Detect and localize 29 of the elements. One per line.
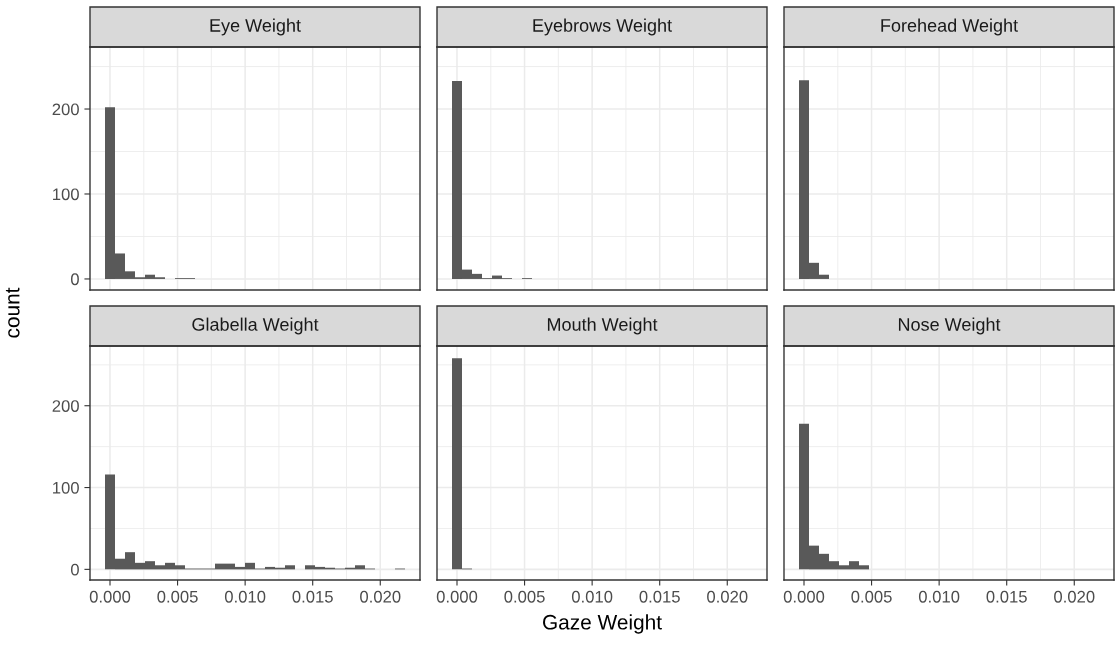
- x-tick-label: 0.010: [571, 590, 613, 603]
- x-tick-label: 0.015: [986, 590, 1027, 603]
- chart-title: Glabella Weight: [192, 317, 319, 335]
- chart-title: Mouth Weight: [547, 317, 658, 335]
- x-tick-label: 0.000: [436, 590, 478, 603]
- x-tick-label: 0.020: [1054, 590, 1095, 603]
- y-tick-label: 100: [53, 481, 79, 494]
- x-tick-label: 0.000: [89, 590, 131, 603]
- chart-title: Eyebrows Weight: [533, 18, 672, 36]
- chart-title: Forehead Weight: [881, 18, 1018, 36]
- x-tick-label: 0.010: [918, 590, 960, 603]
- chart-title: Eye Weight: [210, 18, 301, 36]
- y-tick-label: 200: [52, 400, 79, 412]
- x-tick-label: 0.010: [224, 590, 266, 603]
- x-tick-label: 0.015: [639, 590, 680, 603]
- y-tick-label: 100: [53, 188, 79, 201]
- x-tick-label: 0.020: [360, 590, 401, 603]
- x-axis-title: Gaze Weight: [543, 614, 662, 634]
- y-axis-title: count: [5, 287, 20, 338]
- y-tick-label: 200: [52, 103, 79, 116]
- x-tick-label: 0.005: [157, 590, 198, 603]
- x-tick-label: 0.015: [292, 590, 333, 603]
- y-tick-label: 0: [70, 563, 79, 576]
- x-tick-label: 0.020: [707, 590, 748, 603]
- x-tick-label: 0.000: [783, 590, 825, 603]
- y-tick-label: 0: [70, 273, 79, 286]
- chart-title: Nose Weight: [898, 317, 1001, 335]
- x-tick-label: 0.005: [504, 590, 545, 603]
- x-tick-label: 0.005: [851, 590, 892, 603]
